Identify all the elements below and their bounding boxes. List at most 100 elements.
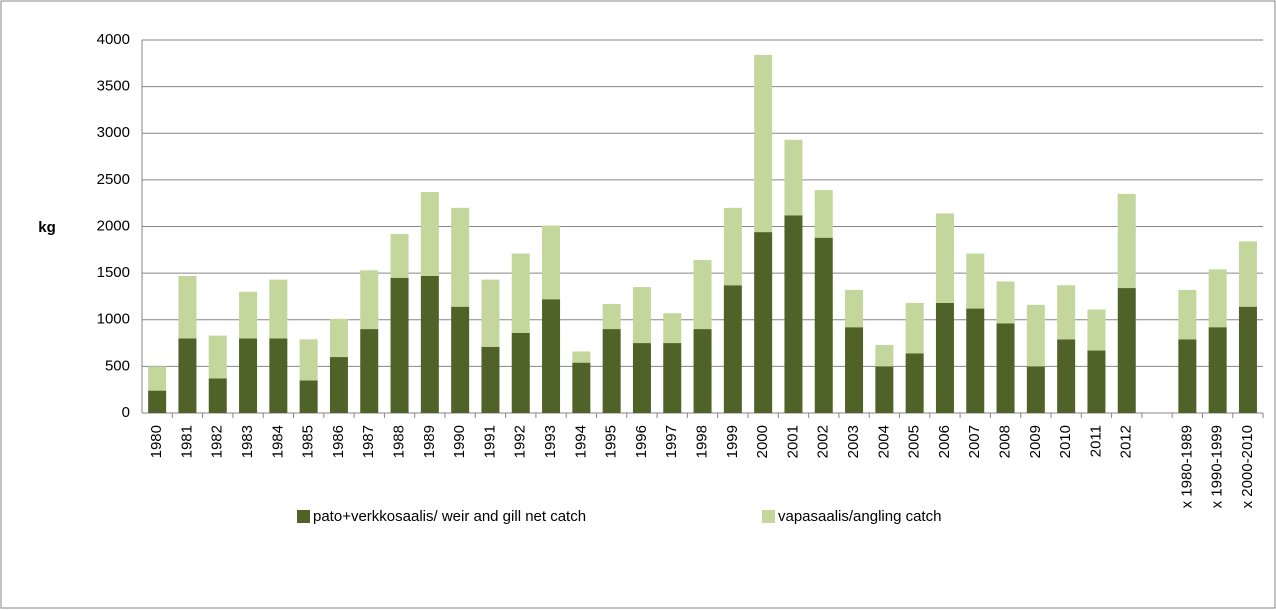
bar-segment — [451, 207, 470, 307]
bar-segment — [784, 139, 803, 216]
x-tick-label: 1988 — [391, 425, 408, 458]
bar-segment — [572, 362, 591, 413]
bar-segment — [178, 338, 197, 413]
bar-segment — [996, 281, 1015, 324]
x-tick-label: 1982 — [209, 425, 226, 458]
x-tick-label: 2004 — [875, 425, 892, 458]
bar-segment — [420, 191, 439, 276]
bar-segment — [845, 289, 864, 328]
bar-segment — [299, 339, 318, 381]
x-tick-label: 2011 — [1087, 425, 1104, 457]
x-tick-label: 2002 — [815, 425, 832, 458]
bar-segment — [935, 213, 954, 303]
bar-segment — [420, 275, 439, 413]
bar-segment — [1238, 306, 1257, 413]
bar-segment — [693, 329, 712, 413]
bar-segment — [542, 299, 561, 413]
x-tick-label: 1996 — [633, 425, 650, 458]
x-tick-label: 1989 — [421, 425, 438, 458]
y-tick-label: 3000 — [97, 124, 130, 141]
bar-segment — [360, 329, 379, 413]
bar-segment — [239, 338, 258, 413]
bar-segment — [1208, 269, 1227, 328]
y-axis-label: kg — [38, 219, 56, 236]
bar-segment — [814, 237, 833, 413]
bar-segment — [1208, 327, 1227, 413]
bar-segment — [996, 323, 1015, 413]
x-tick-label: 2008 — [997, 425, 1014, 458]
x-tick-label: 1987 — [360, 425, 377, 458]
bar-segment — [1026, 366, 1045, 413]
bar-segment — [966, 253, 985, 309]
y-tick-label: 2000 — [97, 217, 130, 234]
bar-segment — [360, 270, 379, 330]
y-tick-label: 1000 — [97, 311, 130, 328]
legend-label: vapasaalis/angling catch — [778, 508, 941, 525]
x-tick-label: 2012 — [1118, 425, 1135, 458]
x-tick-label: 1983 — [239, 425, 256, 458]
bar-segment — [905, 302, 924, 354]
bar-segment — [693, 260, 712, 330]
bar-segment — [1117, 288, 1136, 413]
x-tick-label: 1985 — [300, 425, 317, 458]
x-tick-label: 2010 — [1057, 425, 1074, 458]
bar-segment — [1026, 304, 1045, 367]
bar-segment — [208, 378, 227, 413]
y-tick-label: 2500 — [97, 171, 130, 188]
legend-swatch — [297, 510, 310, 523]
x-tick-label: 1993 — [542, 425, 559, 458]
bar-segment — [935, 302, 954, 413]
bar-segment — [390, 277, 409, 413]
bar-segment — [1117, 193, 1136, 289]
bar-segment — [784, 215, 803, 413]
x-tick-label: 2003 — [845, 425, 862, 458]
bar-segment — [1057, 285, 1076, 340]
x-tick-label: 2005 — [906, 425, 923, 458]
y-tick-label: 4000 — [97, 31, 130, 48]
bar-segment — [632, 343, 651, 413]
x-tick-label: 1986 — [330, 425, 347, 458]
bar-segment — [723, 285, 742, 413]
bar-segment — [1087, 350, 1106, 413]
legend-label: pato+verkkosaalis/ weir and gill net cat… — [313, 508, 586, 525]
bar-segment — [663, 343, 682, 413]
bar-segment — [148, 390, 167, 413]
x-tick-label: 2001 — [784, 425, 801, 458]
bar-segment — [299, 380, 318, 413]
x-tick-label: 1994 — [572, 425, 589, 458]
x-tick-label: 1984 — [269, 425, 286, 458]
bar-segment — [754, 54, 773, 233]
bar-segment — [1057, 339, 1076, 413]
x-tick-label: 1991 — [481, 425, 498, 458]
bar-segment — [754, 232, 773, 413]
bar-segment — [542, 225, 561, 300]
x-tick-label: 1998 — [694, 425, 711, 458]
bar-segment — [511, 332, 530, 413]
x-tick-label: 1990 — [451, 425, 468, 458]
x-tick-label: 2007 — [966, 425, 983, 458]
bar-segment — [572, 351, 591, 363]
bar-segment — [663, 313, 682, 344]
bar-segment — [178, 275, 197, 339]
x-tick-label: 2006 — [936, 425, 953, 458]
bar-segment — [1087, 309, 1106, 351]
x-tick-label: 1981 — [178, 425, 195, 458]
bar-segment — [602, 303, 621, 330]
bar-segment — [875, 344, 894, 367]
bar-segment — [875, 366, 894, 413]
x-tick-label: 1980 — [148, 425, 165, 458]
bar-segment — [1238, 241, 1257, 307]
bar-segment — [269, 338, 288, 413]
bar-segment — [239, 291, 258, 339]
x-tick-label: 1999 — [724, 425, 741, 458]
bar-segment — [329, 357, 348, 413]
bar-segment — [845, 327, 864, 413]
bar-segment — [481, 346, 500, 413]
bar-segment — [1178, 339, 1197, 413]
bar-segment — [905, 353, 924, 413]
bar-segment — [208, 335, 227, 379]
bar-segment — [269, 279, 288, 339]
bar-segment — [390, 233, 409, 278]
